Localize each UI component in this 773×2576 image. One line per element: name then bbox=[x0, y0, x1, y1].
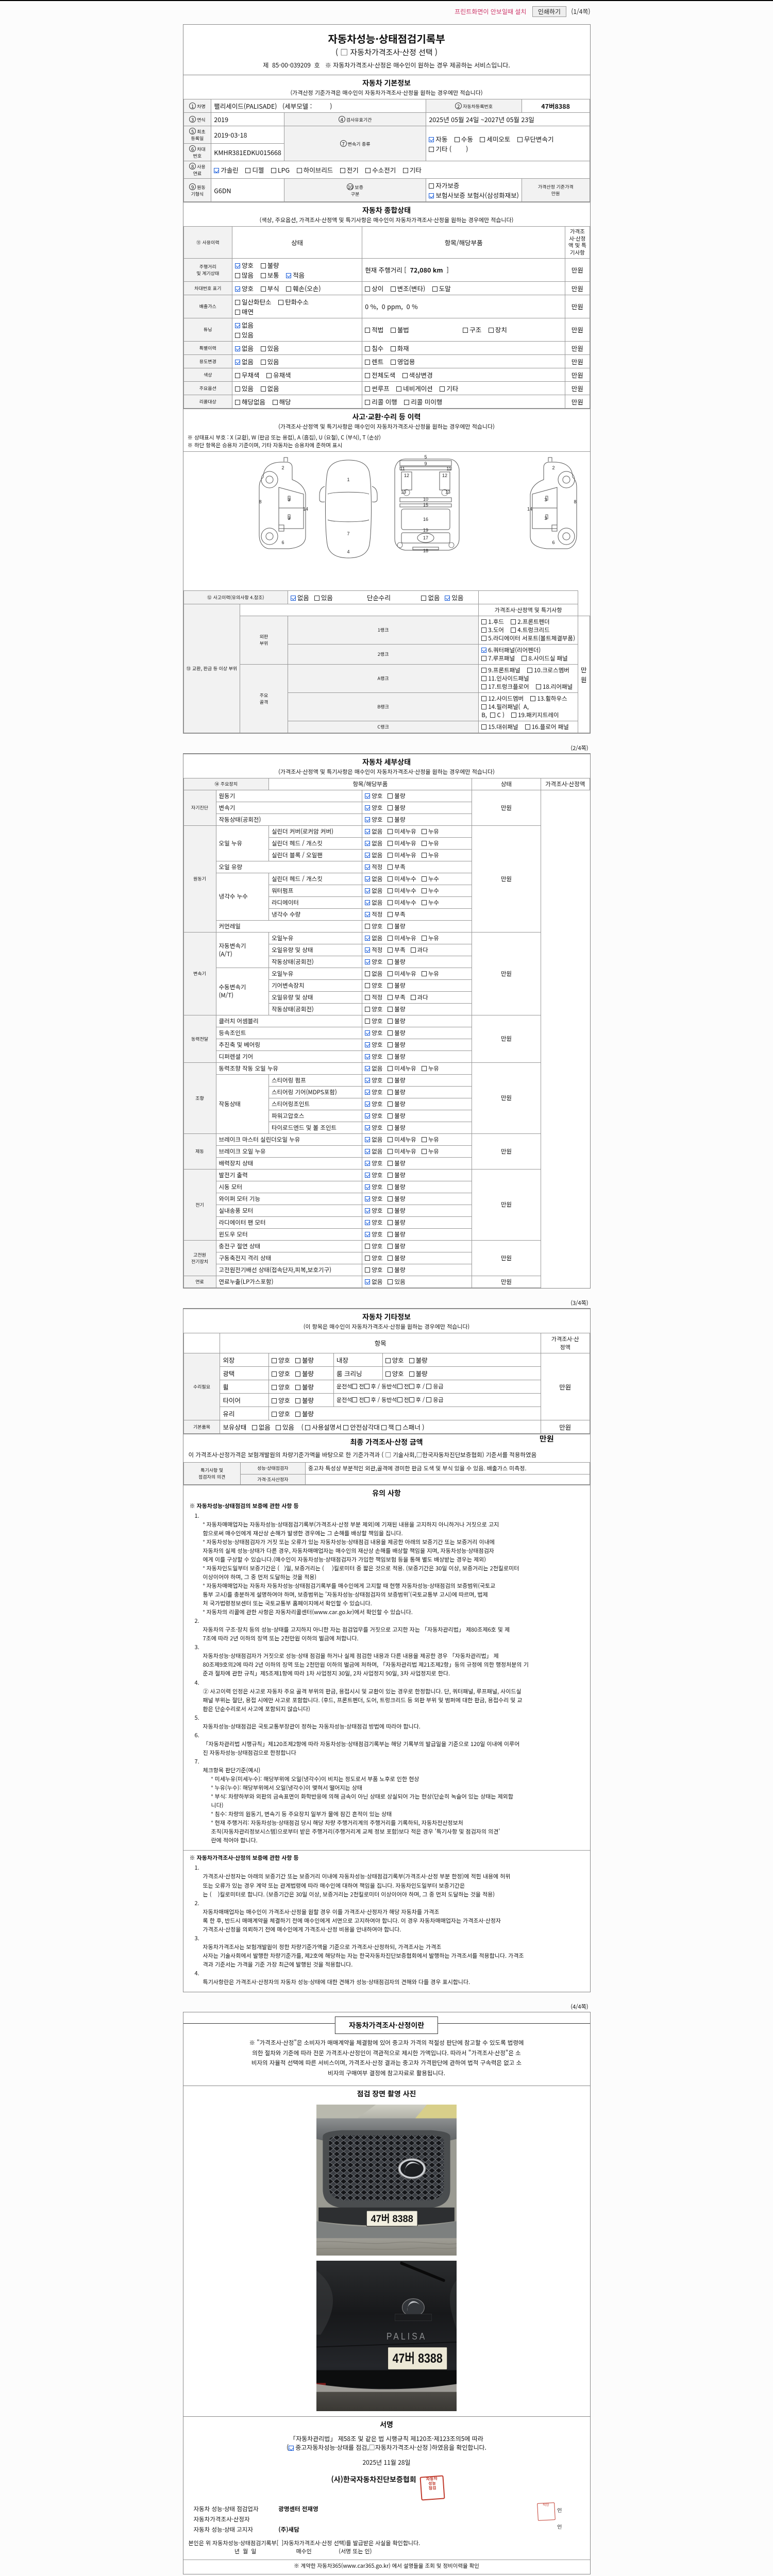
svg-text:5: 5 bbox=[424, 454, 427, 460]
svg-text:12: 12 bbox=[404, 473, 409, 478]
svg-text:6: 6 bbox=[552, 540, 554, 545]
svg-text:4: 4 bbox=[347, 549, 349, 554]
svg-text:12: 12 bbox=[442, 473, 447, 478]
svg-text:10: 10 bbox=[423, 497, 428, 502]
svg-text:1: 1 bbox=[347, 477, 349, 482]
svg-text:PALISA: PALISA bbox=[386, 2331, 427, 2342]
svg-text:13: 13 bbox=[445, 489, 450, 495]
svg-text:47버 8388: 47버 8388 bbox=[371, 2213, 413, 2225]
svg-text:17: 17 bbox=[423, 535, 428, 540]
svg-text:19: 19 bbox=[423, 528, 428, 533]
svg-text:13: 13 bbox=[400, 489, 406, 495]
svg-text:14: 14 bbox=[303, 506, 308, 512]
svg-text:11: 11 bbox=[446, 466, 451, 471]
svg-text:3: 3 bbox=[288, 516, 290, 521]
svg-text:3: 3 bbox=[544, 516, 547, 521]
svg-text:9: 9 bbox=[424, 461, 427, 466]
svg-text:3: 3 bbox=[288, 497, 290, 502]
svg-text:3: 3 bbox=[544, 497, 547, 502]
svg-text:47버 8388: 47버 8388 bbox=[393, 2351, 443, 2366]
svg-text:8: 8 bbox=[259, 499, 261, 504]
svg-text:11: 11 bbox=[400, 466, 405, 471]
svg-text:2: 2 bbox=[552, 465, 554, 470]
svg-text:14: 14 bbox=[527, 506, 532, 512]
svg-text:8: 8 bbox=[574, 499, 576, 504]
svg-text:6: 6 bbox=[281, 540, 284, 545]
svg-text:16: 16 bbox=[423, 517, 428, 522]
svg-text:18: 18 bbox=[423, 548, 428, 553]
svg-text:15: 15 bbox=[423, 502, 428, 507]
svg-text:2: 2 bbox=[281, 465, 284, 470]
svg-text:7: 7 bbox=[347, 531, 349, 536]
